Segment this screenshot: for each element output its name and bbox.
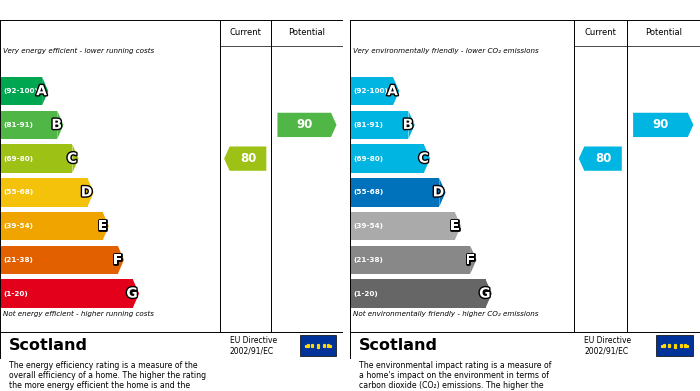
Text: The environmental impact rating is a measure of
a home's impact on the environme: The environmental impact rating is a mea…	[358, 361, 552, 391]
Text: F: F	[466, 253, 475, 267]
Text: Very energy efficient - lower running costs: Very energy efficient - lower running co…	[3, 48, 154, 54]
Text: F: F	[113, 253, 122, 267]
Bar	[300, 335, 336, 356]
Text: E: E	[98, 219, 107, 233]
Text: Potential: Potential	[645, 28, 682, 38]
Text: G: G	[126, 287, 138, 301]
Text: A: A	[36, 84, 47, 98]
Text: (1-20): (1-20)	[4, 291, 28, 297]
Text: Not environmentally friendly - higher CO₂ emissions: Not environmentally friendly - higher CO…	[353, 311, 538, 317]
Bar	[350, 144, 424, 173]
Polygon shape	[57, 111, 64, 139]
Text: 80: 80	[240, 152, 256, 165]
Polygon shape	[633, 113, 694, 137]
Text: 90: 90	[652, 118, 668, 131]
Text: (21-38): (21-38)	[354, 257, 384, 263]
Bar	[350, 178, 440, 206]
Text: (55-68): (55-68)	[354, 189, 384, 196]
Text: The energy efficiency rating is a measure of the
overall efficiency of a home. T: The energy efficiency rating is a measur…	[8, 361, 206, 391]
Polygon shape	[455, 212, 461, 240]
Text: E: E	[450, 219, 460, 233]
Polygon shape	[393, 77, 399, 105]
Text: A: A	[387, 84, 398, 98]
Text: 80: 80	[595, 152, 611, 165]
Text: (92-100): (92-100)	[4, 88, 38, 94]
Bar	[0, 77, 42, 105]
Polygon shape	[72, 144, 78, 173]
Text: Energy Efficiency Rating: Energy Efficiency Rating	[5, 5, 158, 15]
Text: Very environmentally friendly - lower CO₂ emissions: Very environmentally friendly - lower CO…	[353, 48, 538, 54]
Text: Not energy efficient - higher running costs: Not energy efficient - higher running co…	[3, 311, 154, 317]
Text: (81-91): (81-91)	[354, 122, 384, 128]
Polygon shape	[118, 246, 124, 274]
Text: (39-54): (39-54)	[4, 223, 34, 229]
Bar	[657, 335, 693, 356]
Polygon shape	[408, 111, 414, 139]
Bar	[0, 144, 72, 173]
Text: C: C	[419, 152, 429, 166]
Polygon shape	[133, 280, 139, 308]
Bar	[0, 212, 103, 240]
Text: G: G	[479, 287, 491, 301]
Text: (81-91): (81-91)	[4, 122, 34, 128]
Polygon shape	[277, 113, 337, 137]
Bar	[0, 111, 57, 139]
Polygon shape	[88, 178, 94, 206]
Bar	[350, 212, 455, 240]
Text: Environmental Impact (CO₂) Rating: Environmental Impact (CO₂) Rating	[355, 5, 574, 15]
Polygon shape	[579, 147, 622, 171]
Polygon shape	[103, 212, 108, 240]
Text: D: D	[433, 185, 445, 199]
Polygon shape	[440, 178, 446, 206]
Text: (21-38): (21-38)	[4, 257, 34, 263]
Text: Scotland: Scotland	[8, 338, 88, 353]
Bar	[0, 246, 118, 274]
Polygon shape	[486, 280, 492, 308]
Text: Current: Current	[584, 28, 616, 38]
Text: EU Directive
2002/91/EC: EU Directive 2002/91/EC	[584, 336, 631, 355]
Text: D: D	[80, 185, 92, 199]
Text: (1-20): (1-20)	[354, 291, 378, 297]
Text: Potential: Potential	[288, 28, 326, 38]
Text: Current: Current	[230, 28, 261, 38]
Polygon shape	[424, 144, 430, 173]
Text: B: B	[51, 118, 62, 132]
Bar	[350, 246, 470, 274]
Bar	[350, 77, 393, 105]
Polygon shape	[224, 147, 266, 171]
Text: (69-80): (69-80)	[4, 156, 34, 161]
Bar	[350, 111, 408, 139]
Text: (69-80): (69-80)	[354, 156, 384, 161]
Text: EU Directive
2002/91/EC: EU Directive 2002/91/EC	[230, 336, 277, 355]
Polygon shape	[42, 77, 48, 105]
Bar	[350, 280, 486, 308]
Text: 90: 90	[296, 118, 312, 131]
Text: C: C	[67, 152, 77, 166]
Text: (92-100): (92-100)	[354, 88, 388, 94]
Text: (39-54): (39-54)	[354, 223, 384, 229]
Bar	[0, 280, 133, 308]
Text: Scotland: Scotland	[358, 338, 438, 353]
Bar	[0, 178, 88, 206]
Text: (55-68): (55-68)	[4, 189, 34, 196]
Polygon shape	[470, 246, 477, 274]
Text: B: B	[402, 118, 413, 132]
